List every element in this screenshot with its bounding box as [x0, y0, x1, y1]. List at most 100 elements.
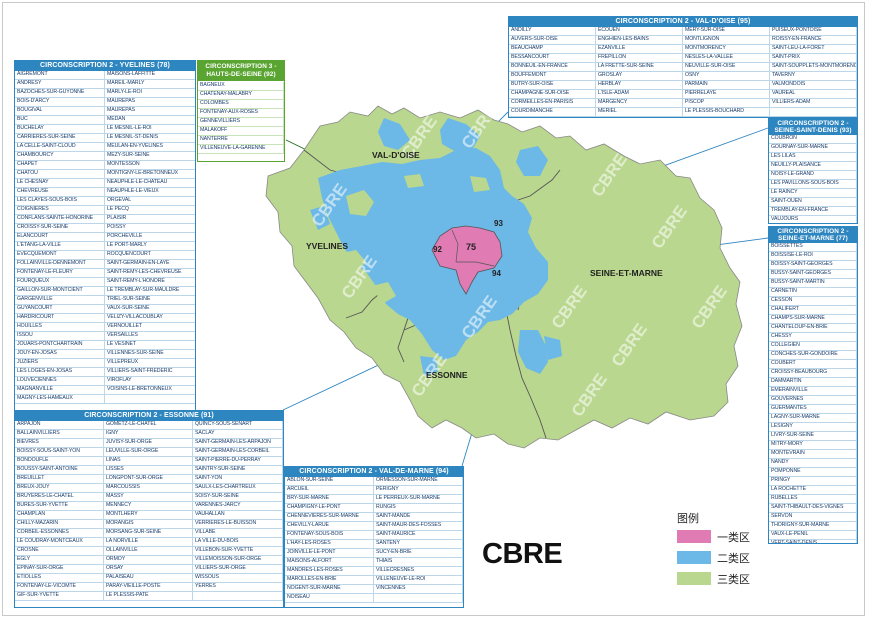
- commune-cell: ETIOLLES: [15, 574, 104, 583]
- commune-cell: SAINT-MAURICE: [374, 531, 463, 540]
- commune-cell: [193, 592, 283, 601]
- commune-cell: CESSON: [769, 297, 857, 306]
- commune-cell: RUNGIS: [374, 504, 463, 513]
- commune-cell: ROCQUENCOURT: [105, 251, 195, 260]
- commune-cell: NEAUPHLE-LE-CHATEAU: [105, 179, 195, 188]
- commune-cell: JOUY-EN-JOSAS: [15, 350, 105, 359]
- commune-cell: BOUFFEMONT: [509, 72, 596, 81]
- commune-cell: CHANTELOUP-EN-BRIE: [769, 324, 857, 333]
- commune-cell: EZANVILLE: [596, 45, 683, 54]
- commune-cell: BREUILLET: [15, 475, 104, 484]
- commune-cell: SAINT-GERMAIN-EN-LAYE: [105, 260, 195, 269]
- commune-cell: LESIGNY: [769, 423, 857, 432]
- commune-cell: NESLES-LA-VALLEE: [683, 54, 770, 63]
- commune-cell: EGLY: [15, 556, 104, 565]
- region-class1: [431, 225, 503, 295]
- commune-cell: LA NORVILLE: [104, 538, 193, 547]
- commune-cell: CORBEIL-ESSONNES: [15, 529, 104, 538]
- legend-title: 图例: [677, 513, 699, 525]
- department-labels: VAL-D'OISE YVELINES ESSONNE SEINE-ET-MAR…: [306, 150, 663, 380]
- commune-cell: VINCENNES: [374, 585, 463, 594]
- commune-cell: BIEVRES: [15, 439, 104, 448]
- commune-cell: COUBRON: [769, 135, 857, 144]
- commune-cell: CROISSY-SUR-SEINE: [15, 224, 105, 233]
- legend-item: 二类区: [677, 547, 767, 568]
- commune-cell: PIERRELAYE: [683, 90, 770, 99]
- commune-cell: PISCOP: [683, 99, 770, 108]
- commune-cell: ANDRESY: [15, 80, 105, 89]
- commune-cell: [374, 594, 463, 603]
- commune-cell: HARDRICOURT: [15, 314, 105, 323]
- commune-cell: BUSSY-SAINT-MARTIN: [769, 279, 857, 288]
- commune-cell: JUZIERS: [15, 359, 105, 368]
- commune-cell: COIGNIERES: [15, 206, 105, 215]
- commune-cell: ROISSY-EN-FRANCE: [770, 36, 857, 45]
- commune-cell: SAINT-SOUPPLETS-MONTMORENCY: [770, 63, 857, 72]
- legend-swatch-class1: [677, 530, 711, 543]
- legend: 图例 一类区 二类区 三类区: [677, 512, 767, 592]
- commune-cell: GOMETZ-LE-CHATEL: [104, 421, 193, 430]
- commune-cell: LE RAINCY: [769, 189, 857, 198]
- commune-cell: YERRES: [193, 583, 283, 592]
- commune-table: ARPAJON GOMETZ-LE-CHATEL QUINCY-SOUS-SENAR…: [15, 421, 283, 601]
- commune-cell: LE PECQ: [105, 206, 195, 215]
- commune-cell: ANDILLY: [509, 27, 596, 36]
- commune-cell: VERRIERES-LE-BUISSON: [193, 520, 283, 529]
- commune-cell: VOISINS-LE-BRETONNEUX: [105, 386, 195, 395]
- commune-cell: CHAMPLAN: [15, 511, 104, 520]
- label-seine-et-marne: SEINE-ET-MARNE: [590, 268, 663, 278]
- commune-cell: LE VESINET: [105, 341, 195, 350]
- commune-cell: SAINT-GERMAIN-LES-ARPAJON: [193, 439, 283, 448]
- commune-cell: PARMAIN: [683, 81, 770, 90]
- commune-cell: LE TREMBLAY-SUR-MAULDRE: [105, 287, 195, 296]
- commune-table: AIGREMONT MAISONS-LAFFITTE ANDRESY MAREIL-M…: [15, 71, 195, 404]
- commune-cell: CHAMPAGNE-SUR-OISE: [509, 90, 596, 99]
- legend-label: 三类区: [717, 573, 750, 586]
- commune-table: BOISSETTES BOISSISE-LE-ROI BOISSY-SAINT-GE…: [769, 243, 857, 543]
- commune-cell: VAUJOURS: [769, 216, 857, 223]
- commune-cell: FONTENAY-AUX-ROSES: [198, 109, 284, 118]
- commune-cell: LA FRETTE-SUR-SEINE: [596, 63, 683, 72]
- panel-essonne: CIRCONSCRIPTION 2 - ESSONNE (91) ARPAJON…: [14, 410, 284, 608]
- commune-cell: BALLAINVILLIERS: [15, 430, 104, 439]
- commune-table: BAGNEUX CHATENAY-MALABRY COLOMBES FONTENAY-…: [198, 82, 284, 154]
- commune-cell: MASSY: [104, 493, 193, 502]
- commune-cell: LINAS: [104, 457, 193, 466]
- commune-cell: BONNEUIL-EN-FRANCE: [509, 63, 596, 72]
- commune-cell: LES LILAS: [769, 153, 857, 162]
- commune-cell: FREPILLON: [596, 54, 683, 63]
- commune-cell: BAZOCHES-SUR-GUYONNE: [15, 89, 105, 98]
- commune-cell: PLAISIR: [105, 215, 195, 224]
- paris-borders: [451, 229, 495, 267]
- commune-cell: THIAIS: [374, 558, 463, 567]
- commune-cell: RUBELLES: [769, 495, 857, 504]
- panel-val-de-marne: CIRCONSCRIPTION 2 - VAL-DE-MARNE (94) AB…: [284, 466, 464, 608]
- commune-cell: IGNY: [104, 430, 193, 439]
- commune-cell: AUVERS-SUR-OISE: [509, 36, 596, 45]
- commune-cell: CHAPET: [15, 161, 105, 170]
- commune-cell: ORMESSON-SUR-MARNE: [374, 477, 463, 486]
- commune-cell: MONTIGNY-LE-BRETONNEUX: [105, 170, 195, 179]
- commune-cell: GIF-SUR-YVETTE: [15, 592, 104, 601]
- commune-cell: MEDAN: [105, 116, 195, 125]
- commune-cell: LE PLESSIS-BOUCHARD: [683, 108, 770, 117]
- commune-cell: PORCHEVILLE: [105, 233, 195, 242]
- commune-cell: LA VILLE-DU-BOIS: [193, 538, 283, 547]
- commune-cell: VILLEMOISSON-SUR-ORGE: [193, 556, 283, 565]
- commune-cell: BOUGIVAL: [15, 107, 105, 116]
- commune-cell: PUISEUX-PONTOISE: [770, 27, 857, 36]
- commune-cell: COLOMBES: [198, 100, 284, 109]
- commune-cell: GOUVERNES: [769, 396, 857, 405]
- commune-cell: OSNY: [683, 72, 770, 81]
- commune-cell: LE PORT-MARLY: [105, 242, 195, 251]
- commune-cell: NOISY-LE-GRAND: [769, 171, 857, 180]
- commune-cell: MAGNANVILLE: [15, 386, 105, 395]
- commune-cell: ORGEVAL: [105, 197, 195, 206]
- commune-cell: BRY-SUR-MARNE: [285, 495, 374, 504]
- commune-cell: [105, 395, 195, 404]
- commune-cell: VILLIERS-SAINT-FREDERIC: [105, 368, 195, 377]
- commune-cell: GUERMANTES: [769, 405, 857, 414]
- commune-cell: MERY-SUR-OISE: [683, 27, 770, 36]
- commune-table: ABLON-SUR-SEINE ORMESSON-SUR-MARNE ARCUEIL…: [285, 477, 463, 603]
- region-class2: [310, 118, 562, 376]
